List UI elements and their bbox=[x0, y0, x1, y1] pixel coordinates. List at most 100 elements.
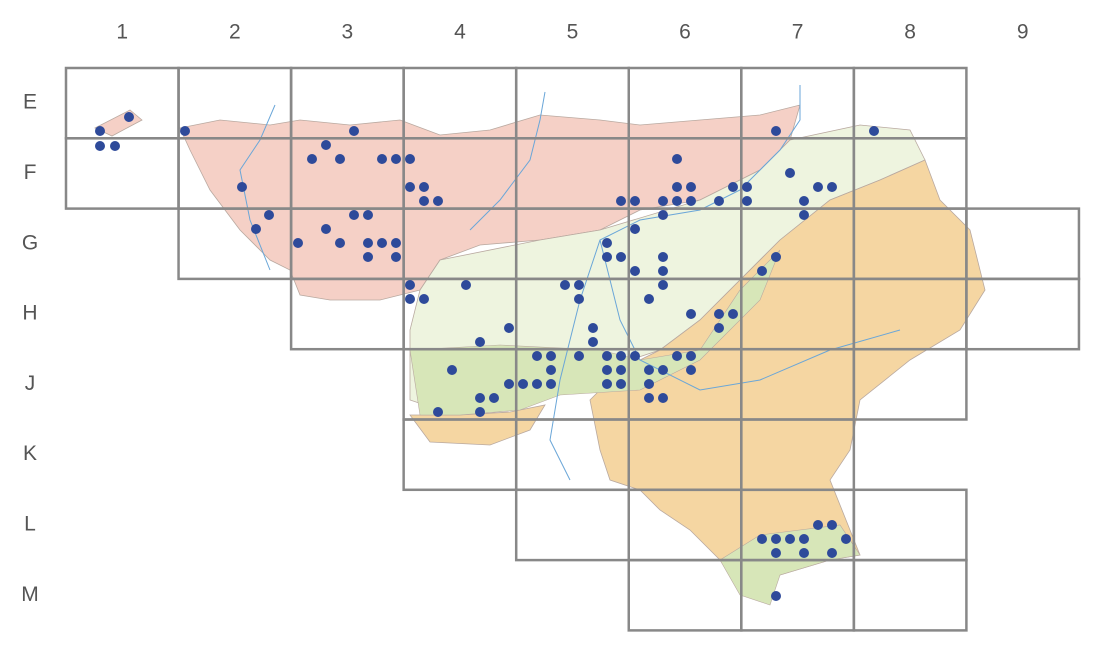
occurrence-dot bbox=[475, 393, 485, 403]
occurrence-dot bbox=[799, 534, 809, 544]
column-label: 8 bbox=[904, 21, 916, 44]
occurrence-dot bbox=[630, 266, 640, 276]
occurrence-dot bbox=[658, 210, 668, 220]
occurrence-dot bbox=[869, 126, 879, 136]
occurrence-dot bbox=[602, 365, 612, 375]
occurrence-dot bbox=[644, 365, 654, 375]
occurrence-dot bbox=[714, 196, 724, 206]
grid-cell bbox=[852, 488, 968, 562]
occurrence-dot bbox=[264, 210, 274, 220]
occurrence-dot bbox=[532, 351, 542, 361]
column-label: 5 bbox=[567, 21, 579, 44]
occurrence-dot bbox=[799, 548, 809, 558]
occurrence-dot bbox=[546, 351, 556, 361]
occurrence-dot bbox=[475, 407, 485, 417]
occurrence-dot bbox=[785, 534, 795, 544]
occurrence-dot bbox=[771, 126, 781, 136]
occurrence-dot bbox=[813, 182, 823, 192]
occurrence-dot bbox=[616, 196, 626, 206]
occurrence-dot bbox=[405, 294, 415, 304]
occurrence-dot bbox=[658, 393, 668, 403]
occurrence-dot bbox=[405, 280, 415, 290]
column-label: 6 bbox=[679, 21, 691, 44]
occurrence-dot bbox=[644, 294, 654, 304]
column-label: 1 bbox=[116, 21, 128, 44]
occurrence-dot bbox=[672, 182, 682, 192]
row-label: E bbox=[23, 91, 37, 114]
occurrence-dot bbox=[461, 280, 471, 290]
occurrence-dot bbox=[742, 196, 752, 206]
occurrence-dot bbox=[616, 252, 626, 262]
occurrence-dot bbox=[630, 224, 640, 234]
occurrence-dot bbox=[574, 280, 584, 290]
occurrence-dot bbox=[574, 351, 584, 361]
occurrence-dot bbox=[602, 252, 612, 262]
grid-cell bbox=[965, 277, 1081, 351]
grid-cell bbox=[852, 347, 968, 421]
occurrence-dot bbox=[419, 196, 429, 206]
occurrence-dot bbox=[95, 126, 105, 136]
occurrence-dot bbox=[757, 266, 767, 276]
regions bbox=[94, 104, 986, 606]
row-label: M bbox=[21, 583, 39, 606]
occurrence-dot bbox=[588, 323, 598, 333]
occurrence-dot bbox=[644, 393, 654, 403]
occurrence-dot bbox=[771, 252, 781, 262]
occurrence-dot bbox=[419, 182, 429, 192]
grid-cell bbox=[64, 137, 180, 210]
column-label: 9 bbox=[1017, 21, 1029, 44]
river bbox=[549, 85, 801, 481]
occurrence-dot bbox=[475, 337, 485, 347]
grid-cell bbox=[627, 558, 743, 632]
occurrence-dot bbox=[321, 140, 331, 150]
dots bbox=[95, 112, 879, 601]
occurrence-dot bbox=[686, 196, 696, 206]
occurrence-dot bbox=[377, 238, 387, 248]
occurrence-dot bbox=[335, 238, 345, 248]
river bbox=[239, 104, 276, 271]
occurrence-dot bbox=[321, 224, 331, 234]
row-label: K bbox=[23, 442, 37, 465]
occurrence-dot bbox=[742, 182, 752, 192]
occurrence-dot bbox=[532, 379, 542, 389]
occurrence-dot bbox=[95, 141, 105, 151]
occurrence-dot bbox=[504, 323, 514, 333]
occurrence-dot bbox=[644, 379, 654, 389]
occurrence-dot bbox=[489, 393, 499, 403]
column-label: 2 bbox=[229, 21, 241, 44]
occurrence-dot bbox=[518, 379, 528, 389]
occurrence-dot bbox=[686, 365, 696, 375]
occurrence-dot bbox=[110, 141, 120, 151]
occurrence-dot bbox=[827, 548, 837, 558]
occurrence-dot bbox=[546, 365, 556, 375]
river bbox=[469, 91, 546, 231]
occurrence-dot bbox=[616, 379, 626, 389]
occurrence-dot bbox=[124, 112, 134, 122]
occurrence-dot bbox=[658, 280, 668, 290]
occurrence-dot bbox=[757, 534, 767, 544]
occurrence-dot bbox=[714, 309, 724, 319]
occurrence-dot bbox=[335, 154, 345, 164]
occurrence-dot bbox=[405, 182, 415, 192]
occurrence-dot bbox=[616, 351, 626, 361]
occurrence-dot bbox=[728, 309, 738, 319]
occurrence-dot bbox=[237, 182, 247, 192]
column-label: 3 bbox=[342, 21, 354, 44]
occurrence-dot bbox=[391, 252, 401, 262]
occurrence-dot bbox=[686, 182, 696, 192]
occurrence-dot bbox=[391, 238, 401, 248]
occurrence-dot bbox=[602, 238, 612, 248]
occurrence-dot bbox=[349, 210, 359, 220]
occurrence-dot bbox=[405, 154, 415, 164]
occurrence-dot bbox=[363, 238, 373, 248]
row-label: G bbox=[22, 231, 38, 254]
occurrence-dot bbox=[672, 196, 682, 206]
occurrence-dot bbox=[433, 407, 443, 417]
occurrence-dot bbox=[827, 182, 837, 192]
occurrence-dot bbox=[686, 351, 696, 361]
occurrence-dot bbox=[377, 154, 387, 164]
occurrence-dot bbox=[827, 520, 837, 530]
occurrence-dot bbox=[433, 196, 443, 206]
